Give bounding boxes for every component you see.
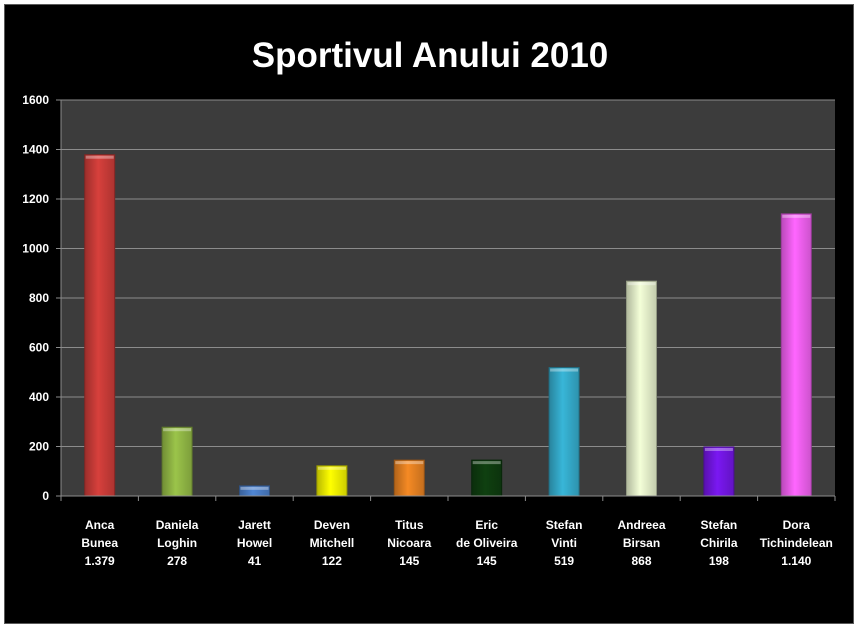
bar (703, 446, 735, 497)
y-tick-label: 400 (29, 390, 49, 404)
x-category-label-line2: Chirila (700, 536, 738, 550)
x-category-label-line2: Birsan (623, 536, 660, 550)
bar-value-label: 519 (554, 554, 574, 568)
x-category-label-line2: Mitchell (310, 536, 355, 550)
x-category-label-line2: Nicoara (387, 536, 431, 550)
bar-value-label: 145 (477, 554, 497, 568)
bar-highlight (550, 368, 579, 372)
bar-value-label: 198 (709, 554, 729, 568)
y-tick-label: 1400 (22, 143, 49, 157)
axes: 0 200 400 600 800 1000 1200 1400 1600 Anca Bunea 1.… (22, 93, 836, 568)
bar-highlight (240, 486, 269, 490)
bar-highlight (317, 466, 346, 470)
bar-highlight (704, 447, 733, 451)
bar-highlight (627, 282, 656, 286)
x-category-label-line1: Daniela (156, 518, 199, 532)
y-tick-label: 1600 (22, 93, 49, 107)
y-tick-label: 800 (29, 291, 49, 305)
bar (161, 426, 193, 497)
bar-highlight (782, 214, 811, 218)
x-category-label-line1: Stefan (701, 518, 738, 532)
bar-value-label: 122 (322, 554, 342, 568)
y-tick-label: 1000 (22, 242, 49, 256)
x-category-label-line1: Anca (85, 518, 115, 532)
x-category-label-line1: Titus (395, 518, 424, 532)
bar-value-label: 278 (167, 554, 187, 568)
x-category-label-line2: Vinti (551, 536, 577, 550)
bar (780, 213, 812, 497)
x-category-label-line1: Stefan (546, 518, 583, 532)
y-tick-label: 1200 (22, 192, 49, 206)
bar-value-label: 868 (631, 554, 651, 568)
bar (626, 280, 657, 497)
x-category-label-line2: Bunea (81, 536, 118, 550)
bar (471, 459, 503, 497)
x-category-label-line2: Howel (237, 536, 272, 550)
bars (84, 154, 812, 497)
bar-value-label: 1.140 (781, 554, 811, 568)
x-category-label-line1: Dora (783, 518, 811, 532)
x-category-label-line1: Eric (475, 518, 498, 532)
bar (316, 465, 348, 497)
bar-highlight (472, 461, 501, 465)
bar-value-label: 1.379 (85, 554, 115, 568)
x-category-label-line1: Andreea (617, 518, 665, 532)
bar-highlight (395, 461, 424, 465)
x-category-label-line1: Deven (314, 518, 350, 532)
bar (393, 459, 425, 497)
y-tick-label: 600 (29, 341, 49, 355)
x-category-label-line2: Tichindelean (760, 536, 833, 550)
chart-frame: 0 200 400 600 800 1000 1200 1400 1600 Anca Bunea 1.… (4, 4, 854, 624)
bar (84, 154, 116, 497)
bar-highlight (85, 155, 114, 159)
chart-title: Sportivul Anului 2010 (252, 36, 609, 75)
x-category-label-line1: Jarett (238, 518, 271, 532)
y-tick-label: 0 (42, 489, 49, 503)
x-category-label-line2: de Oliveira (456, 536, 518, 550)
bar-chart: 0 200 400 600 800 1000 1200 1400 1600 Anca Bunea 1.… (22, 36, 836, 568)
bar (548, 367, 580, 497)
bar-value-label: 145 (399, 554, 419, 568)
bar-value-label: 41 (248, 554, 262, 568)
x-category-label-line2: Loghin (157, 536, 197, 550)
y-tick-label: 200 (29, 440, 49, 454)
bar-highlight (163, 428, 192, 432)
